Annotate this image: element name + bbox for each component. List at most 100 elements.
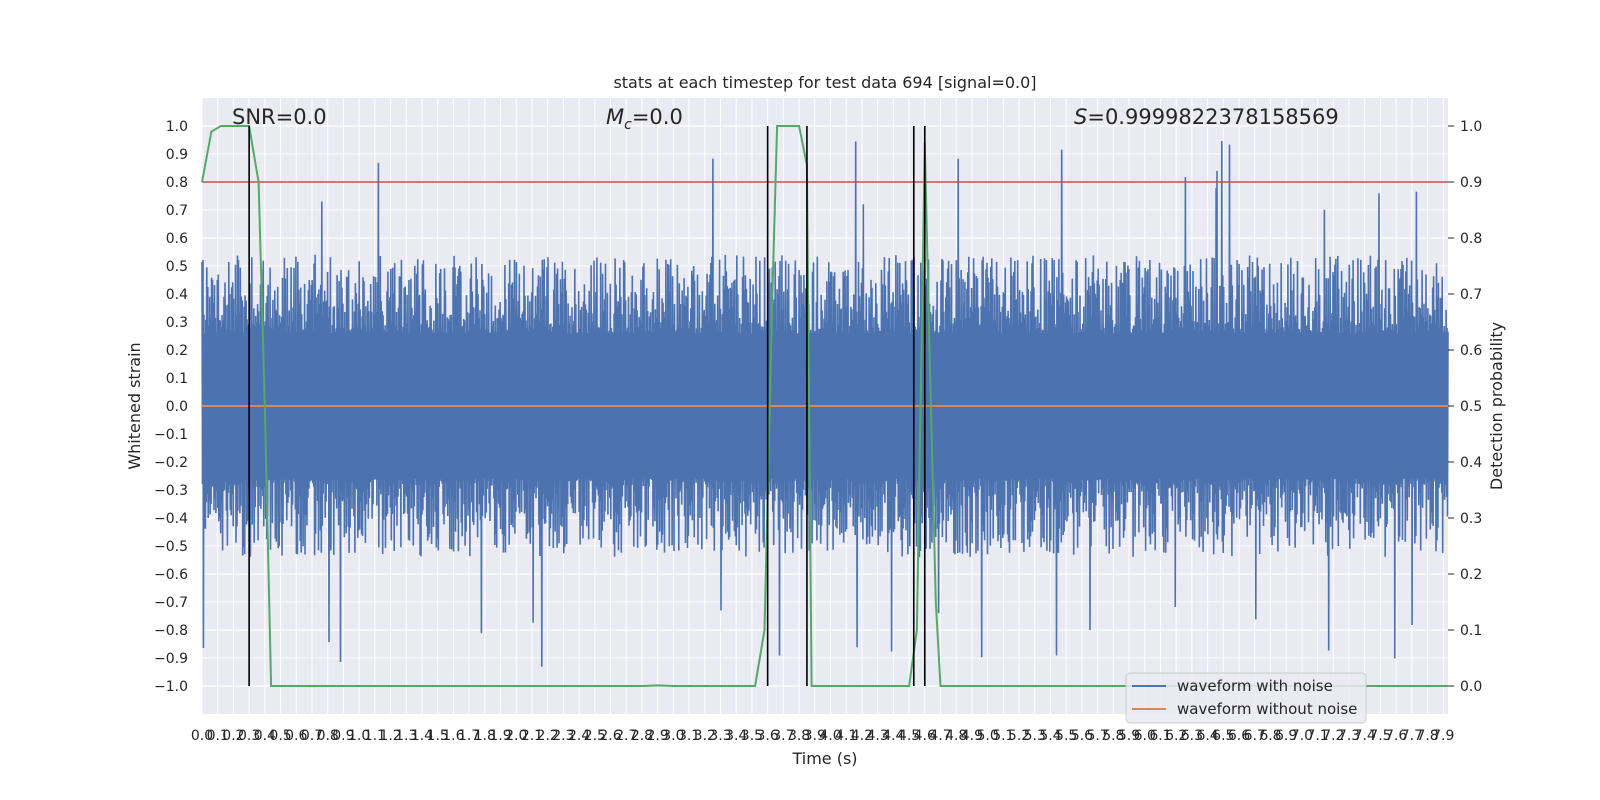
y-tick-label: 0.5 [166, 259, 188, 275]
series-line-detection-probability [201, 125, 1448, 687]
y-tick-label: 0.3 [166, 315, 188, 331]
x-tick-label: 7.7 [1401, 728, 1423, 744]
y-tick-label: −0.5 [154, 539, 188, 555]
y2-tick-label: 0.6 [1460, 343, 1482, 359]
x-tick-label: 3.7 [772, 728, 794, 744]
x-tick-label: 5.9 [1118, 728, 1140, 744]
s-value: =0.9999822378158569 [1087, 105, 1338, 129]
y2-axis-ticks: 1.0 0.9 0.8 0.7 0.6 0.5 0.4 0.3 0.2 0.1 0.0 [1448, 119, 1482, 695]
x-tick-label: 7.0 [1291, 728, 1313, 744]
y2-tick-label: 0.3 [1460, 511, 1482, 527]
x-tick-label: 1.7 [458, 728, 480, 744]
y-tick-label: 0.6 [166, 231, 188, 247]
x-tick-label: 5.2 [1008, 728, 1030, 744]
y-tick-label: 0.9 [166, 147, 188, 163]
x-tick-label: 1.8 [474, 728, 496, 744]
y-tick-label: 1.0 [166, 119, 188, 135]
x-tick-label: 7.5 [1369, 728, 1391, 744]
x-tick-label: 2.8 [631, 728, 653, 744]
x-tick-label: 3.2 [694, 728, 716, 744]
x-tick-label: 0.3 [238, 728, 260, 744]
y2-axis-label: Detection probability [1487, 322, 1506, 490]
x-tick-label: 1.2 [379, 728, 401, 744]
x-tick-label: 2.2 [537, 728, 559, 744]
y-tick-label: −0.3 [154, 483, 188, 499]
x-tick-label: 1.1 [364, 728, 386, 744]
y-tick-label: −0.9 [154, 651, 188, 667]
x-tick-label: 4.8 [945, 728, 967, 744]
x-tick-label: 6.9 [1275, 728, 1297, 744]
x-tick-label: 1.5 [427, 728, 449, 744]
y-tick-label: 0.2 [166, 343, 188, 359]
series-waveform-with-noise [201, 140, 1449, 667]
y2-tick-label: 0.2 [1460, 567, 1482, 583]
y-tick-label: 0.4 [166, 287, 188, 303]
x-tick-label: 6.8 [1259, 728, 1281, 744]
x-tick-label: 5.1 [992, 728, 1014, 744]
x-tick-label: 5.0 [976, 728, 998, 744]
x-tick-label: 5.6 [1071, 728, 1093, 744]
series-layer [201, 125, 1448, 687]
y2-tick-label: 0.4 [1460, 455, 1482, 471]
x-tick-label: 5.7 [1086, 728, 1108, 744]
x-tick-label: 7.8 [1416, 728, 1438, 744]
legend: waveform with noise waveform without noi… [1125, 672, 1367, 724]
x-tick-label: 1.0 [348, 728, 370, 744]
x-tick-label: 6.3 [1181, 728, 1203, 744]
x-axis-ticks: 0.00.10.20.30.40.50.60.70.80.91.01.11.21… [191, 728, 1455, 744]
x-tick-label: 3.6 [757, 728, 779, 744]
x-tick-label: 5.8 [1102, 728, 1124, 744]
x-tick-label: 1.4 [411, 728, 433, 744]
x-tick-label: 4.7 [929, 728, 951, 744]
x-tick-label: 6.5 [1212, 728, 1234, 744]
legend-label-with-noise: waveform with noise [1177, 677, 1333, 695]
mc-value: =0.0 [632, 105, 683, 129]
x-tick-label: 4.2 [851, 728, 873, 744]
y-tick-label: 0.7 [166, 203, 188, 219]
x-tick-label: 2.4 [568, 728, 590, 744]
x-tick-label: 0.2 [222, 728, 244, 744]
x-tick-label: 4.0 [819, 728, 841, 744]
x-tick-label: 0.7 [301, 728, 323, 744]
x-tick-label: 3.8 [788, 728, 810, 744]
mc-subscript: c [624, 117, 632, 133]
x-tick-label: 2.3 [552, 728, 574, 744]
x-tick-label: 2.9 [647, 728, 669, 744]
x-tick-label: 4.5 [898, 728, 920, 744]
x-tick-label: 7.2 [1322, 728, 1344, 744]
x-tick-label: 5.3 [1024, 728, 1046, 744]
y2-tick-label: 0.7 [1460, 287, 1482, 303]
x-tick-label: 4.1 [835, 728, 857, 744]
snr-annotation: SNR=0.0 [232, 105, 327, 129]
x-tick-label: 1.6 [442, 728, 464, 744]
x-tick-label: 6.2 [1165, 728, 1187, 744]
y-tick-label: −0.1 [154, 427, 188, 443]
x-tick-label: 3.1 [678, 728, 700, 744]
x-tick-label: 6.1 [1149, 728, 1171, 744]
x-tick-label: 3.4 [725, 728, 747, 744]
x-tick-label: 4.3 [867, 728, 889, 744]
x-tick-label: 0.6 [285, 728, 307, 744]
x-tick-label: 4.4 [882, 728, 904, 744]
x-tick-label: 6.7 [1244, 728, 1266, 744]
x-axis-label: Time (s) [791, 749, 857, 768]
y-tick-label: −0.6 [154, 567, 188, 583]
x-tick-label: 3.9 [804, 728, 826, 744]
y-tick-label: −0.4 [154, 511, 188, 527]
x-tick-label: 0.5 [269, 728, 291, 744]
x-tick-label: 1.3 [395, 728, 417, 744]
legend-label-without-noise: waveform without noise [1177, 700, 1357, 718]
x-tick-label: 2.7 [615, 728, 637, 744]
x-tick-label: 7.6 [1385, 728, 1407, 744]
y-tick-label: 0.1 [166, 371, 188, 387]
x-tick-label: 0.1 [207, 728, 229, 744]
y2-tick-label: 0.8 [1460, 231, 1482, 247]
y-tick-label: −0.2 [154, 455, 188, 471]
x-tick-label: 5.5 [1055, 728, 1077, 744]
y2-tick-label: 0.0 [1460, 679, 1482, 695]
x-tick-label: 2.5 [584, 728, 606, 744]
x-tick-label: 1.9 [489, 728, 511, 744]
y-axis-ticks: 1.0 0.9 0.8 0.7 0.6 0.5 0.4 0.3 0.2 0.1 0.0 −0.1 −0.… [154, 119, 188, 695]
mc-symbol: M [606, 105, 624, 129]
